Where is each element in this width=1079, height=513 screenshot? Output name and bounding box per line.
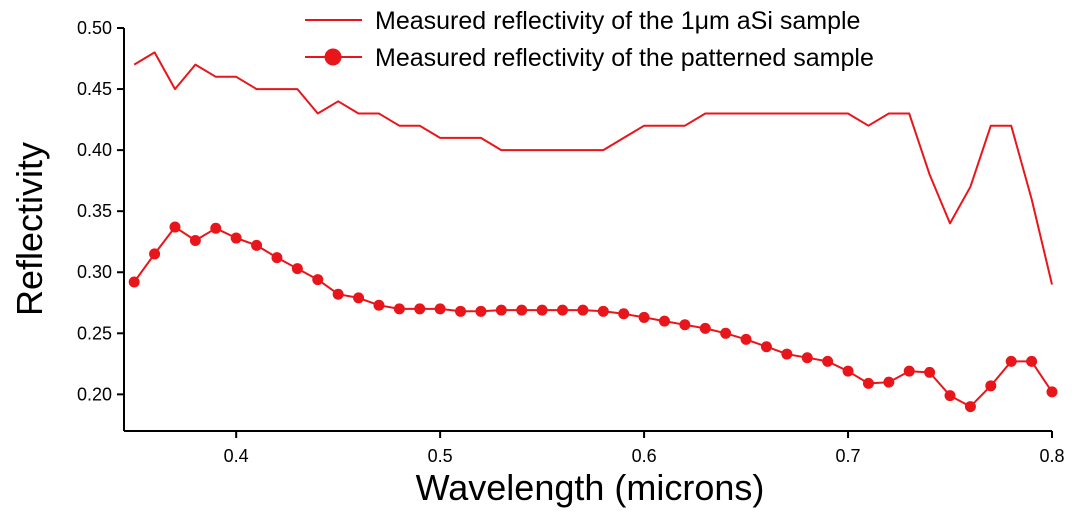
patterned-data-point bbox=[393, 303, 405, 315]
patterned-data-point bbox=[434, 303, 446, 315]
patterned-data-point bbox=[332, 288, 344, 300]
x-tick-label: 0.4 bbox=[224, 446, 249, 466]
x-tick-label: 0.5 bbox=[428, 446, 453, 466]
patterned-data-point bbox=[679, 319, 691, 331]
patterned-data-point bbox=[985, 380, 997, 392]
x-tick-label: 0.8 bbox=[1039, 446, 1064, 466]
patterned-data-point bbox=[536, 304, 548, 316]
patterned-data-point bbox=[1026, 355, 1038, 367]
y-tick-label: 0.50 bbox=[77, 18, 112, 38]
y-tick-label: 0.30 bbox=[77, 262, 112, 282]
x-axis-title: Wavelength (microns) bbox=[416, 467, 765, 508]
patterned-data-point bbox=[822, 355, 834, 367]
patterned-data-point bbox=[964, 401, 976, 413]
legend-label-aSi-sample: Measured reflectivity of the 1μm aSi sam… bbox=[375, 7, 860, 35]
patterned-data-point bbox=[618, 308, 630, 320]
ticks: 0.4 0.5 0.6 0.7 0.8 0.20 0.25 0.30 0.35 0.40 0.45 0… bbox=[77, 18, 1065, 466]
patterned-data-point bbox=[230, 232, 242, 244]
patterned-data-point bbox=[638, 311, 650, 323]
axes bbox=[123, 28, 1052, 432]
patterned-data-point bbox=[189, 234, 201, 246]
series-line-aSi-sample bbox=[133, 51, 1053, 285]
patterned-data-point bbox=[373, 299, 385, 311]
patterned-data-point bbox=[801, 352, 813, 364]
x-tick-label: 0.6 bbox=[632, 446, 657, 466]
patterned-data-point bbox=[516, 304, 528, 316]
y-tick-label: 0.45 bbox=[77, 79, 112, 99]
patterned-data-point bbox=[149, 248, 161, 260]
y-tick-label: 0.35 bbox=[77, 201, 112, 221]
patterned-data-point bbox=[169, 221, 181, 233]
patterned-data-point bbox=[944, 390, 956, 402]
y-tick-label: 0.20 bbox=[77, 384, 112, 404]
y-axis-title: Reflectivity bbox=[9, 142, 50, 316]
patterned-data-point bbox=[557, 304, 569, 316]
x-tick-label: 0.7 bbox=[836, 446, 861, 466]
y-tick-label: 0.40 bbox=[77, 140, 112, 160]
patterned-data-point bbox=[903, 365, 915, 377]
patterned-data-point bbox=[455, 305, 467, 317]
patterned-data-point bbox=[597, 305, 609, 317]
patterned-data-point bbox=[577, 304, 589, 316]
patterned-data-point bbox=[720, 327, 732, 339]
patterned-data-point bbox=[353, 292, 365, 304]
patterned-data-point bbox=[291, 263, 303, 275]
patterned-data-point bbox=[312, 274, 324, 286]
patterned-data-point bbox=[699, 322, 711, 334]
patterned-data-point bbox=[781, 348, 793, 360]
data-series bbox=[128, 51, 1058, 413]
patterned-data-point bbox=[210, 222, 222, 234]
patterned-data-point bbox=[271, 252, 283, 264]
legend: Measured reflectivity of the 1μm aSi sam… bbox=[305, 7, 874, 72]
patterned-data-point bbox=[883, 376, 895, 388]
patterned-data-point bbox=[658, 315, 670, 327]
legend-swatch-patterned-marker bbox=[324, 48, 342, 66]
y-tick-label: 0.25 bbox=[77, 323, 112, 343]
patterned-data-point bbox=[862, 377, 874, 389]
patterned-data-point bbox=[1046, 386, 1058, 398]
patterned-data-point bbox=[128, 276, 140, 288]
patterned-data-point bbox=[842, 365, 854, 377]
patterned-data-point bbox=[760, 341, 772, 353]
series-line-patterned-sample bbox=[133, 226, 1053, 408]
patterned-data-point bbox=[924, 366, 936, 378]
patterned-data-point bbox=[475, 305, 487, 317]
patterned-data-point bbox=[1005, 355, 1017, 367]
legend-label-patterned-sample: Measured reflectivity of the patterned s… bbox=[375, 44, 874, 72]
patterned-data-point bbox=[251, 239, 263, 251]
patterned-data-point bbox=[495, 304, 507, 316]
patterned-data-point bbox=[414, 303, 426, 315]
patterned-data-point bbox=[740, 333, 752, 345]
